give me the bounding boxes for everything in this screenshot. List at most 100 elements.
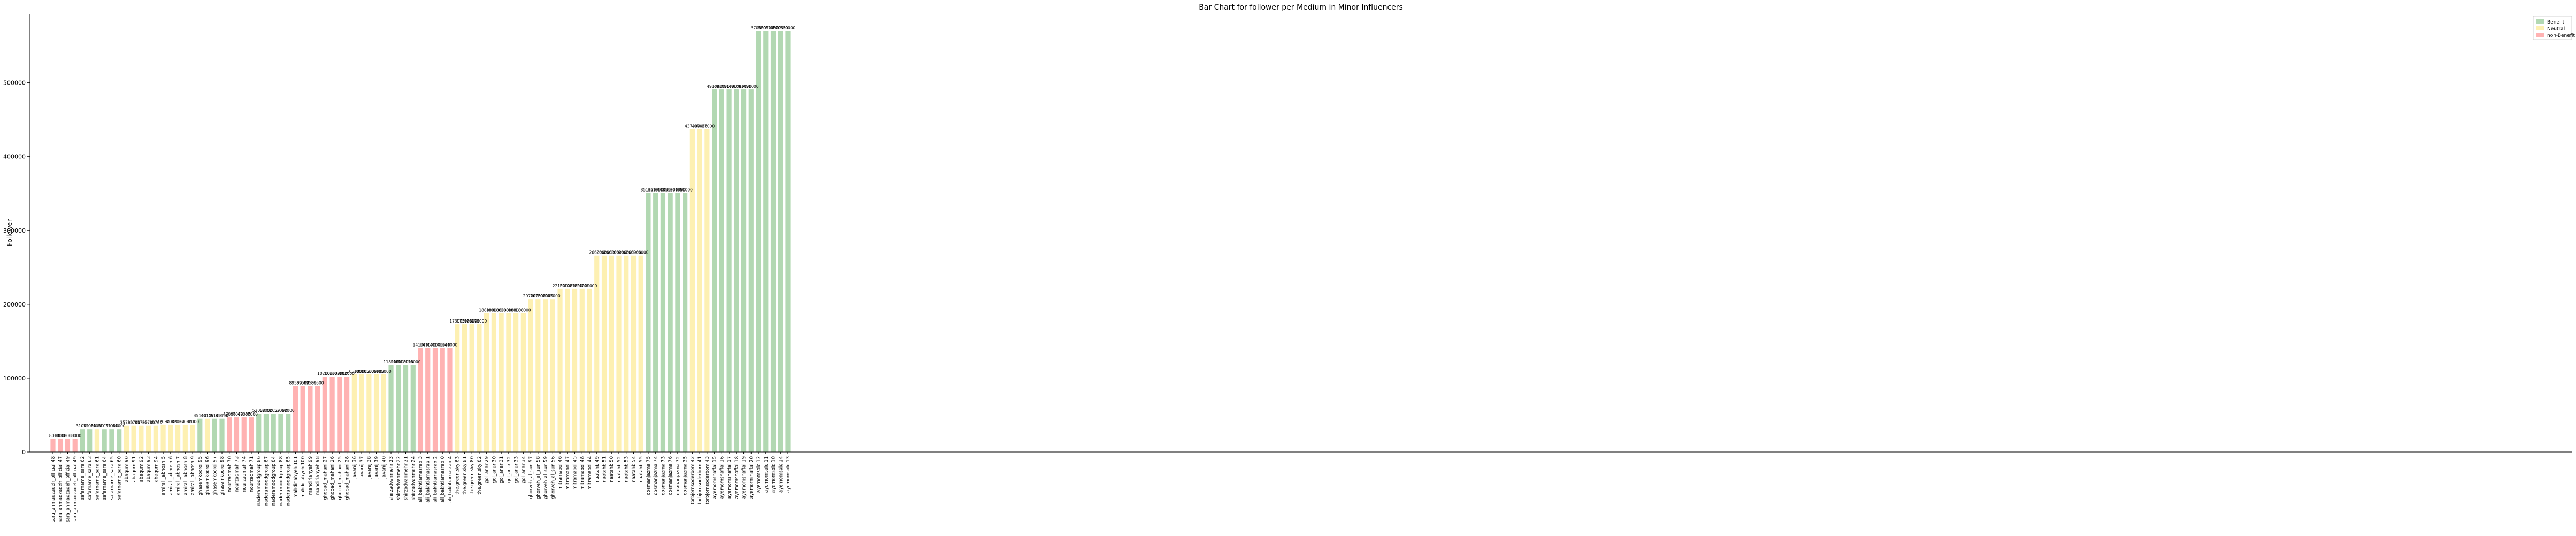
bar: [587, 288, 592, 452]
bar: [624, 255, 629, 452]
x-tick-label: mitramabol 47: [565, 456, 571, 490]
x-tick-label: mitramabol 45: [573, 456, 578, 490]
bar-value-label: 52000: [260, 408, 273, 413]
bar-value-label: 102000: [332, 371, 348, 376]
bar-value-label: 141000: [427, 342, 443, 347]
bar: [146, 425, 151, 452]
bar-value-label: 89500: [311, 380, 324, 385]
x-tick-label: naderamoodgroup 85: [286, 456, 292, 506]
bar: [293, 386, 298, 452]
bar-value-label: 118000: [398, 359, 413, 364]
bar-value-label: 35700: [142, 420, 155, 425]
bar-value-label: 570000: [758, 26, 773, 30]
x-tick-label: oosmanjazma 73: [661, 456, 666, 495]
x-tick-label: ali_bakhtiarnasrab 1: [426, 456, 431, 503]
x-tick-label: safarname_sara 62: [80, 456, 86, 500]
bar: [102, 429, 107, 452]
x-tick-label: ayemomsolo 13: [786, 456, 791, 493]
bar: [80, 429, 85, 452]
bar: [668, 193, 673, 452]
bar: [594, 255, 600, 452]
x-tick-label: abaqum 92: [139, 456, 144, 482]
bar: [315, 386, 320, 452]
bar: [440, 348, 445, 452]
x-tick-label: mitramabol 46: [558, 456, 563, 490]
bar-value-label: 47000: [245, 412, 258, 417]
bar-value-label: 207000: [523, 294, 539, 298]
x-tick-label: amirali_abnosh 5: [161, 456, 166, 495]
bar-value-label: 188000: [508, 308, 524, 312]
x-tick-label: mahdiriahyeh 99: [308, 456, 313, 495]
bar-value-label: 31000: [113, 424, 126, 428]
x-tick-label: amirali_abnosh 6: [168, 456, 174, 495]
x-tick-label: naatahb 52: [617, 456, 622, 483]
bar-value-label: 491000: [707, 84, 722, 89]
x-tick-label: ayemomshaffal 16: [719, 456, 725, 499]
bar: [131, 425, 136, 452]
x-tick-label: nourzadmah 73: [235, 456, 240, 492]
x-tick-label: naatahb 55: [639, 456, 644, 483]
x-tick-label: torbjornsoderbom 43: [705, 456, 710, 504]
bar-value-label: 437000: [700, 124, 715, 129]
bar: [719, 89, 724, 452]
bar-value-label: 31000: [105, 424, 118, 428]
bar: [322, 377, 327, 452]
x-tick-label: ali_bakhtiarnasrab 4: [448, 456, 453, 503]
bar-value-label: 266000: [633, 250, 649, 255]
x-tick-label: shirzadvanmehr 21: [404, 456, 409, 500]
x-tick-label: ayemomshaffal 19: [742, 456, 747, 499]
bar: [572, 288, 578, 452]
x-tick-label: ghasemkooroi 98: [220, 456, 225, 495]
bar-value-label: 102000: [317, 371, 333, 376]
x-tick-label: oosmanjazma 75: [646, 456, 651, 495]
bar-value-label: 266000: [611, 250, 627, 255]
bar-value-label: 18000: [68, 433, 81, 438]
bar: [190, 424, 195, 452]
bar: [455, 324, 460, 452]
bar: [462, 324, 467, 452]
x-tick-label: ayemomshaffal 18: [734, 456, 740, 499]
bar-value-label: 18000: [54, 433, 67, 438]
bar: [447, 348, 453, 452]
x-tick-label: gol_anar 30: [492, 456, 497, 483]
bar-value-label: 491000: [736, 84, 752, 89]
x-tick-label: ghobad_mahani 28: [345, 456, 350, 500]
bar-value-label: 37000: [157, 419, 170, 424]
x-tick-label: naderamoodgroup 84: [271, 456, 277, 506]
bar: [675, 193, 680, 452]
bar: [329, 377, 335, 452]
bar: [396, 365, 401, 452]
bar: [351, 374, 357, 452]
bar-value-label: 491000: [722, 84, 737, 89]
bar-value-label: 173000: [449, 319, 465, 324]
x-tick-label: the.green.sky 83: [455, 456, 461, 495]
bar-value-label: 266000: [618, 250, 634, 255]
x-tick-label: safarname_sara 65: [110, 456, 115, 500]
bar: [50, 439, 56, 452]
bar-value-label: 52000: [267, 408, 280, 413]
bar-value-label: 37000: [179, 419, 191, 424]
bar: [689, 129, 695, 453]
bar-value-label: 266000: [589, 250, 604, 255]
x-tick-label: ayemomsolo 12: [756, 456, 762, 493]
x-tick-label: safarname_sara 63: [88, 456, 93, 500]
bar: [704, 129, 710, 453]
bar-value-label: 89500: [289, 380, 302, 385]
x-tick-label: naatahb 54: [631, 456, 637, 483]
x-tick-label: ghobad_mahani 27: [323, 456, 328, 500]
legend-label: non-Benefit: [2547, 33, 2575, 39]
bar-value-label: 173000: [457, 319, 472, 324]
bar-value-label: 102000: [339, 371, 355, 376]
y-tick-label: 500000: [3, 80, 26, 87]
x-tick-label: javanij 40: [381, 456, 387, 479]
bar-value-label: 188000: [486, 308, 502, 312]
bar: [182, 424, 188, 452]
x-tick-label: javanij 39: [374, 456, 380, 479]
y-tick-label: 400000: [3, 154, 26, 160]
x-tick-label: naatahb 50: [609, 456, 615, 483]
x-tick-label: ali_bakhtiarnasrab 3: [418, 456, 424, 503]
x-tick-label: ayemomsolo 11: [764, 456, 769, 493]
bar: [410, 365, 416, 452]
bar-value-label: 141000: [442, 342, 458, 347]
